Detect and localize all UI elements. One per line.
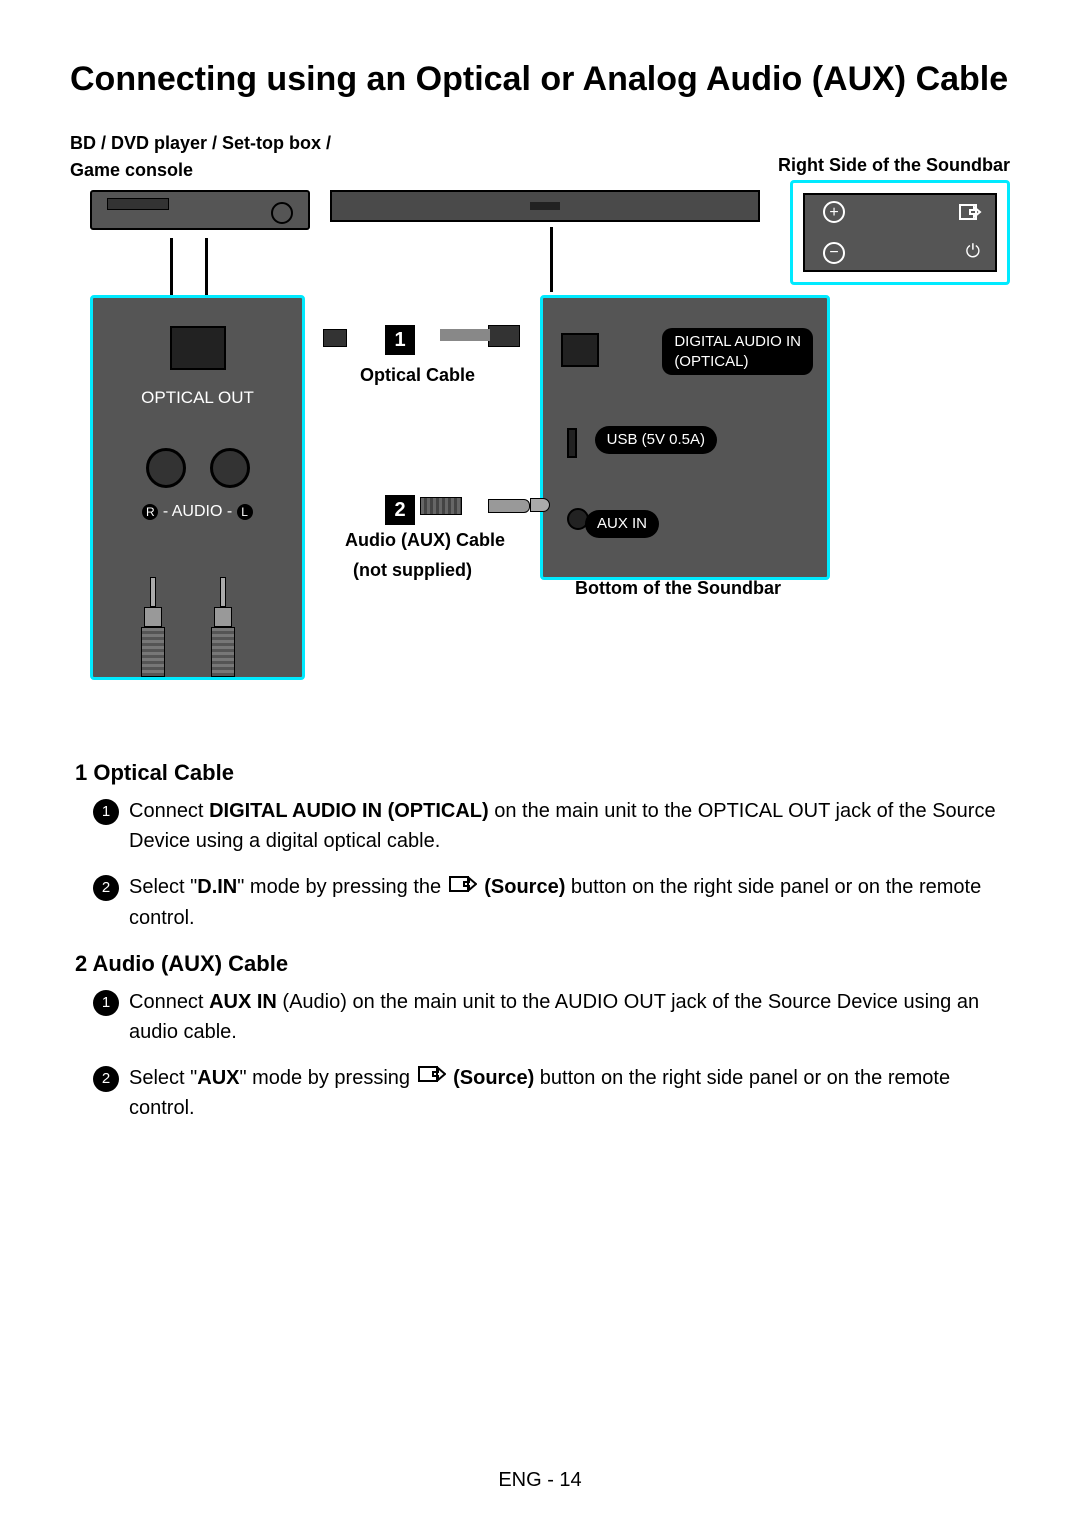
bullet-text: Select "D.IN" mode by pressing the (Sour…: [129, 872, 1010, 933]
bullet-number: 2: [93, 1066, 119, 1092]
optical-plug: [323, 327, 383, 347]
soundbar-bottom-ports: DIGITAL AUDIO IN (OPTICAL) USB (5V 0.5A)…: [540, 295, 830, 580]
bd-player-graphic: [90, 190, 310, 230]
step2-heading: 2 Audio (AUX) Cable: [75, 951, 1010, 977]
optical-plug: [420, 320, 520, 350]
step2-bullet1: 1 Connect AUX IN (Audio) on the main uni…: [93, 987, 1010, 1047]
step1-bullet2: 2 Select "D.IN" mode by pressing the (So…: [93, 872, 1010, 933]
aux-cable-label: Audio (AUX) Cable: [345, 530, 505, 551]
bullet-number: 2: [93, 875, 119, 901]
audio-rl-label: R - AUDIO - L: [93, 503, 302, 521]
page-title: Connecting using an Optical or Analog Au…: [70, 60, 1010, 99]
source-icon: [957, 201, 983, 229]
source-icon: [447, 873, 479, 903]
optical-out-jack: [170, 326, 226, 370]
volume-up-icon: +: [823, 201, 845, 223]
rca-plug: [141, 577, 165, 677]
page-footer: ENG - 14: [0, 1469, 1080, 1492]
rca-jacks: [93, 448, 302, 493]
digital-audio-in-label: DIGITAL AUDIO IN (OPTICAL): [662, 328, 813, 375]
power-icon: ⏻: [966, 241, 980, 262]
rca-plug: [211, 577, 235, 677]
usb-label: USB (5V 0.5A): [595, 426, 717, 454]
usb-port: [567, 428, 577, 458]
bullet-text: Connect AUX IN (Audio) on the main unit …: [129, 987, 1010, 1047]
aux-in-label: AUX IN: [585, 510, 659, 538]
step2-bullet2: 2 Select "AUX" mode by pressing (Source)…: [93, 1063, 1010, 1124]
source-device-label: BD / DVD player / Set-top box / Game con…: [70, 130, 331, 184]
soundbar-top-graphic: [330, 190, 760, 222]
bullet-text: Connect DIGITAL AUDIO IN (OPTICAL) on th…: [129, 796, 1010, 856]
bullet-number: 1: [93, 799, 119, 825]
volume-down-icon: −: [823, 242, 845, 264]
source-device-ports: OPTICAL OUT R - AUDIO - L: [90, 295, 305, 680]
marker-2: 2: [385, 495, 415, 525]
wire-line: [550, 227, 553, 292]
connection-diagram: + − ⏻ OPTICAL OUT R - AUDIO - L DIGITAL …: [70, 185, 1010, 725]
source-icon: [416, 1063, 448, 1093]
optical-cable-label: Optical Cable: [360, 365, 475, 386]
step1-bullet1: 1 Connect DIGITAL AUDIO IN (OPTICAL) on …: [93, 796, 1010, 856]
aux-plug: [420, 493, 530, 517]
side-panel-inner: + − ⏻: [803, 193, 997, 272]
optical-out-label: OPTICAL OUT: [93, 388, 302, 408]
soundbar-side-panel: + − ⏻: [790, 180, 1010, 285]
not-supplied-label: (not supplied): [353, 560, 472, 581]
right-side-label: Right Side of the Soundbar: [778, 155, 1010, 176]
bottom-label: Bottom of the Soundbar: [575, 578, 781, 599]
digital-audio-in-port: [561, 333, 599, 367]
step1-heading: 1 Optical Cable: [75, 760, 1010, 786]
bullet-number: 1: [93, 990, 119, 1016]
bullet-text: Select "AUX" mode by pressing (Source) b…: [129, 1063, 1010, 1124]
instructions: 1 Optical Cable 1 Connect DIGITAL AUDIO …: [75, 760, 1010, 1139]
aux-plug-tip: [530, 498, 550, 512]
marker-1: 1: [385, 325, 415, 355]
